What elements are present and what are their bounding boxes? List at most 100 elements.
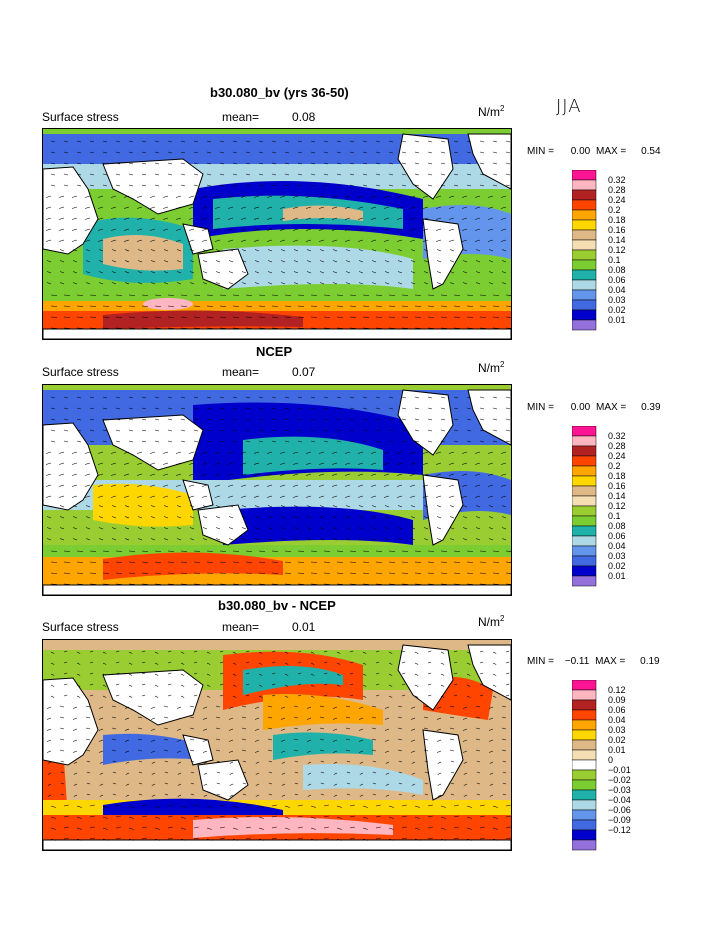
stress-arrow bbox=[398, 782, 403, 785]
colorbar-tick-label: 0.16 bbox=[608, 481, 626, 491]
colorbar-tick-label: 0.24 bbox=[608, 451, 626, 461]
stress-arrow bbox=[150, 717, 156, 720]
stress-arrow bbox=[479, 429, 485, 432]
colorbar-tick-label: 0.24 bbox=[608, 195, 626, 205]
stress-arrow bbox=[201, 462, 208, 465]
stress-arrow bbox=[219, 407, 225, 410]
stress-arrow bbox=[150, 260, 156, 263]
stress-arrow bbox=[501, 527, 507, 530]
stress-arrow bbox=[89, 294, 97, 296]
stress-arrow bbox=[427, 583, 435, 585]
stress-arrow bbox=[332, 527, 338, 530]
stress-arrow bbox=[124, 505, 130, 508]
stress-arrow bbox=[358, 282, 364, 285]
stress-arrow bbox=[255, 794, 260, 797]
stress-arrow bbox=[388, 673, 393, 676]
stress-arrow bbox=[440, 429, 446, 432]
stress-arrow bbox=[333, 772, 338, 775]
stress-arrow bbox=[410, 260, 416, 263]
stress-arrow bbox=[245, 173, 251, 176]
stress-arrow bbox=[188, 239, 195, 242]
stress-arrow bbox=[141, 407, 147, 410]
stress-arrow bbox=[410, 527, 416, 530]
stress-arrow bbox=[401, 327, 409, 329]
stress-arrow bbox=[245, 327, 253, 329]
stress-arrow bbox=[245, 418, 251, 421]
stress-arrow bbox=[427, 815, 433, 818]
stress-arrow bbox=[175, 495, 182, 498]
stress-arrow bbox=[267, 516, 273, 519]
stress-arrow bbox=[190, 771, 195, 774]
stress-arrow bbox=[388, 572, 396, 574]
stress-arrow bbox=[462, 728, 468, 731]
stress-arrow bbox=[384, 516, 390, 519]
stress-arrow bbox=[110, 206, 117, 209]
stress-arrow bbox=[228, 739, 234, 742]
stress-arrow bbox=[293, 749, 299, 752]
stress-arrow bbox=[124, 717, 130, 720]
colorbar-swatch bbox=[572, 279, 597, 291]
stress-arrow bbox=[305, 462, 312, 465]
stress-arrow bbox=[271, 550, 279, 552]
stress-arrow bbox=[462, 249, 468, 252]
stress-arrow bbox=[384, 538, 390, 541]
stress-arrow bbox=[372, 760, 377, 763]
stress-arrow bbox=[110, 495, 117, 498]
stress-arrow bbox=[73, 783, 78, 786]
stress-arrow bbox=[297, 418, 303, 421]
stress-arrow bbox=[50, 305, 58, 307]
stress-arrow bbox=[332, 717, 338, 720]
stress-arrow bbox=[180, 695, 185, 698]
stress-arrow bbox=[167, 550, 175, 552]
stress-arrow bbox=[476, 760, 481, 763]
stress-arrow bbox=[193, 184, 199, 187]
stress-arrow bbox=[176, 271, 182, 274]
stress-arrow bbox=[505, 561, 511, 563]
stress-arrow bbox=[305, 195, 312, 198]
stress-arrow bbox=[466, 805, 472, 808]
stress-arrow bbox=[346, 793, 351, 796]
stress-arrow bbox=[362, 407, 368, 410]
stress-arrow bbox=[476, 771, 481, 774]
stress-arrow bbox=[215, 705, 221, 708]
stress-arrow bbox=[332, 282, 338, 285]
stress-arrow bbox=[479, 672, 484, 675]
stress-arrow bbox=[190, 793, 195, 796]
stress-arrow bbox=[449, 505, 455, 508]
stress-arrow bbox=[271, 561, 279, 563]
stress-arrow bbox=[479, 316, 487, 318]
stress-arrow bbox=[136, 484, 143, 487]
stress-arrow bbox=[89, 650, 94, 653]
stress-arrow bbox=[489, 761, 494, 764]
stress-arrow bbox=[370, 462, 377, 465]
stress-arrow bbox=[500, 462, 507, 465]
stress-arrow bbox=[245, 661, 250, 664]
stress-arrow bbox=[401, 837, 407, 840]
stress-arrow bbox=[141, 327, 149, 329]
stress-arrow bbox=[110, 462, 117, 465]
stress-arrow bbox=[149, 462, 156, 465]
stress-arrow bbox=[462, 516, 468, 519]
stress-arrow bbox=[474, 206, 481, 209]
colorbar-swatch bbox=[572, 809, 597, 821]
stress-arrow bbox=[323, 305, 331, 307]
stress-arrow bbox=[332, 750, 338, 753]
stress-arrow bbox=[72, 706, 78, 709]
stress-arrow bbox=[427, 294, 435, 296]
stress-arrow bbox=[111, 260, 117, 263]
stress-arrow bbox=[193, 804, 199, 807]
stress-arrow bbox=[154, 827, 160, 830]
stress-arrow bbox=[349, 396, 355, 399]
stress-arrow bbox=[149, 239, 156, 242]
stress-arrow bbox=[271, 694, 276, 697]
stress-arrow bbox=[388, 805, 394, 808]
colorbar-swatch bbox=[572, 319, 597, 331]
stress-arrow bbox=[284, 440, 290, 443]
panel-2-colorbar: 0.320.280.240.20.180.160.140.120.10.080.… bbox=[572, 426, 626, 587]
stress-arrow bbox=[154, 572, 162, 574]
stress-arrow bbox=[102, 396, 108, 399]
stress-arrow bbox=[424, 793, 429, 796]
stress-arrow bbox=[375, 316, 383, 318]
stress-arrow bbox=[492, 805, 498, 808]
stress-arrow bbox=[189, 738, 195, 741]
